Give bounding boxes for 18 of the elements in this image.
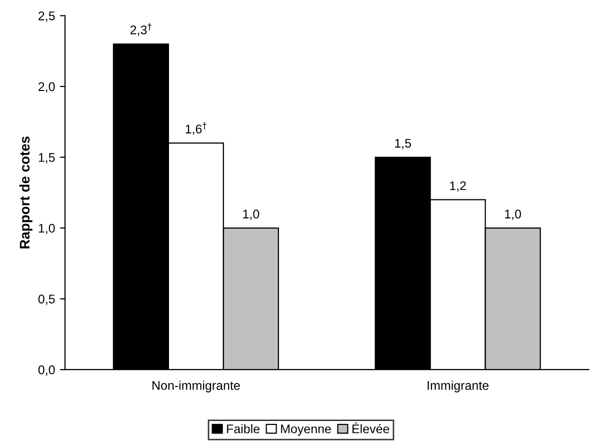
legend-label: Élevée <box>352 422 390 434</box>
data-label: 1,6$^{†}$ <box>186 122 206 135</box>
y-tick-label: 0,0 <box>38 365 55 376</box>
data-label: 1,5 <box>395 138 411 150</box>
y-tick-label: 2,5 <box>38 11 55 22</box>
y-tick-label: 1,0 <box>38 224 55 234</box>
data-label: 1,0 <box>505 210 522 220</box>
x-tick-label: Non-immigrante <box>152 380 240 392</box>
legend-label: Faible <box>227 424 260 434</box>
y-tick-label: 1,5 <box>38 153 55 164</box>
y-tick-label: 0,5 <box>38 294 55 305</box>
data-label: 1,2 <box>450 181 466 192</box>
y-tick-label: 2,0 <box>38 82 55 93</box>
data-label: 1,0 <box>243 210 260 220</box>
x-tick-label: Immigrante <box>428 380 489 392</box>
legend-label: Moyenne <box>281 424 331 436</box>
data-label: 2,3$^{†}$ <box>130 23 152 36</box>
y-axis-title: Rapport de cotes <box>19 136 32 248</box>
